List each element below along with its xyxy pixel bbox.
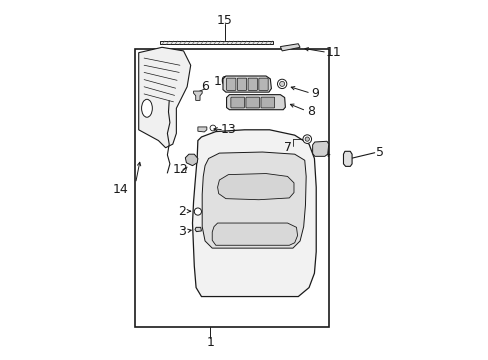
Polygon shape	[192, 130, 316, 297]
Circle shape	[305, 137, 309, 141]
Text: 14: 14	[112, 183, 128, 196]
Polygon shape	[195, 227, 201, 231]
FancyBboxPatch shape	[245, 97, 259, 108]
Polygon shape	[193, 91, 202, 100]
FancyBboxPatch shape	[247, 78, 257, 90]
Circle shape	[210, 125, 215, 131]
Text: 3: 3	[178, 225, 186, 238]
Circle shape	[277, 79, 286, 89]
FancyBboxPatch shape	[261, 97, 274, 108]
Polygon shape	[280, 44, 300, 51]
Polygon shape	[226, 95, 285, 110]
FancyBboxPatch shape	[258, 78, 267, 90]
Text: 12: 12	[172, 163, 188, 176]
Polygon shape	[312, 141, 328, 156]
Polygon shape	[139, 47, 190, 148]
FancyBboxPatch shape	[226, 78, 235, 90]
FancyBboxPatch shape	[230, 97, 244, 108]
Text: 11: 11	[325, 46, 341, 59]
Text: 13: 13	[220, 123, 236, 136]
Text: 4: 4	[321, 147, 329, 159]
Polygon shape	[223, 76, 271, 92]
Circle shape	[303, 135, 311, 143]
Text: 2: 2	[178, 205, 186, 218]
Polygon shape	[160, 41, 273, 44]
Text: 7: 7	[284, 140, 292, 153]
Polygon shape	[202, 152, 305, 248]
Polygon shape	[198, 127, 206, 132]
Text: 9: 9	[311, 87, 319, 100]
Polygon shape	[185, 154, 198, 166]
Polygon shape	[135, 49, 328, 327]
Circle shape	[194, 208, 201, 215]
Text: 1: 1	[206, 336, 214, 348]
Text: 10: 10	[213, 75, 229, 88]
Polygon shape	[343, 151, 351, 166]
Ellipse shape	[142, 99, 152, 117]
Text: 8: 8	[306, 105, 314, 118]
Polygon shape	[217, 174, 293, 200]
Circle shape	[279, 81, 284, 86]
FancyBboxPatch shape	[237, 78, 246, 90]
Text: 15: 15	[216, 14, 232, 27]
Text: 5: 5	[375, 146, 383, 159]
Polygon shape	[212, 223, 297, 245]
Text: 6: 6	[201, 80, 208, 93]
